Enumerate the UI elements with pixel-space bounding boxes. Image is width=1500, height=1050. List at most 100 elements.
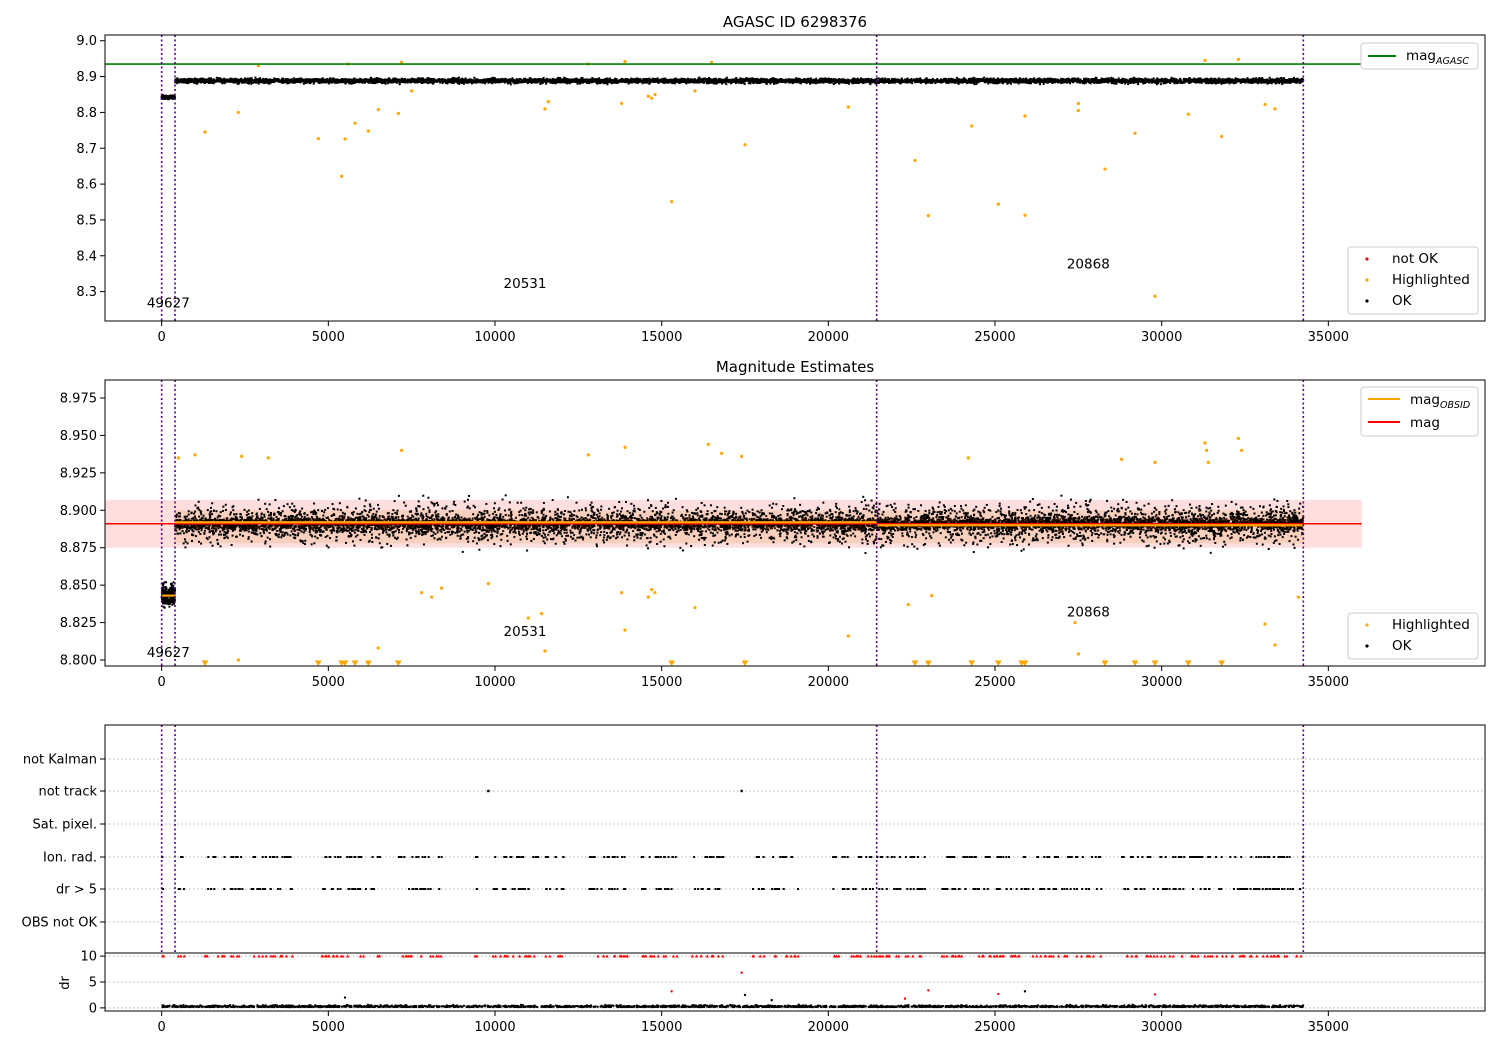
ok-point: [480, 79, 483, 82]
ok-point: [765, 82, 768, 85]
ok-point: [1020, 78, 1023, 81]
ok-point: [447, 78, 450, 81]
ok-point: [1022, 81, 1025, 84]
ok-point: [828, 81, 831, 84]
ok-point: [429, 77, 432, 80]
ok-point: [597, 77, 600, 80]
ok-point: [445, 81, 448, 84]
ok-point: [1217, 79, 1220, 82]
ok-point: [421, 81, 424, 84]
ok-point: [1070, 78, 1073, 81]
ok-point: [880, 77, 883, 80]
ok-point: [769, 82, 772, 85]
ok-point: [228, 80, 231, 83]
ok-point: [456, 82, 459, 85]
ok-point: [237, 81, 240, 84]
ok-point: [1166, 78, 1169, 81]
ok-point: [1093, 82, 1096, 85]
ok-point: [788, 81, 791, 84]
ok-point: [286, 77, 289, 80]
ok-point: [856, 77, 859, 80]
ok-point: [372, 78, 375, 81]
ok-point: [1287, 81, 1290, 84]
ok-point: [525, 79, 528, 82]
ok-point: [411, 77, 414, 80]
ok-point: [887, 78, 890, 81]
ok-point: [745, 79, 748, 82]
ok-point: [473, 76, 476, 79]
ok-point: [956, 80, 959, 83]
ok-point: [1002, 81, 1005, 84]
ok-point: [1062, 81, 1065, 84]
ok-point: [803, 78, 806, 81]
ok-point: [1054, 78, 1057, 81]
ok-point: [1176, 81, 1179, 84]
ok-point: [223, 82, 226, 85]
ok-point: [1157, 82, 1160, 85]
ok-point: [383, 80, 386, 83]
ok-point: [604, 81, 607, 84]
ok-point: [450, 80, 453, 83]
ok-point: [458, 81, 461, 84]
ok-point: [1254, 81, 1257, 84]
ok-point: [989, 77, 992, 80]
ok-point: [367, 80, 370, 83]
ok-point: [1280, 76, 1283, 79]
ok-point: [555, 81, 558, 84]
ok-point: [1093, 78, 1096, 81]
ok-point: [1189, 81, 1192, 84]
ok-point: [795, 81, 798, 84]
ok-point: [457, 80, 460, 83]
ok-point: [1210, 77, 1213, 80]
ok-point: [394, 78, 397, 81]
ok-point: [376, 81, 379, 84]
ok-point: [758, 79, 761, 82]
ok-point: [218, 78, 221, 81]
ok-point: [863, 79, 866, 82]
ok-point: [433, 81, 436, 84]
ok-point: [1295, 81, 1298, 84]
ok-point: [547, 78, 550, 81]
ok-point: [1129, 78, 1132, 81]
ok-point: [399, 79, 402, 82]
ok-point: [722, 81, 725, 84]
ok-point: [1014, 79, 1017, 82]
ok-point: [512, 81, 515, 84]
ok-point: [969, 77, 972, 80]
ok-point: [177, 78, 180, 81]
ok-point: [968, 78, 971, 81]
ok-point: [420, 78, 423, 81]
ok-point: [251, 81, 254, 84]
ok-point: [700, 81, 703, 84]
ok-point: [293, 80, 296, 83]
ok-point: [269, 79, 272, 82]
ok-point: [207, 79, 210, 82]
ok-point: [1042, 79, 1045, 82]
ok-point: [196, 82, 199, 85]
ok-point: [774, 78, 777, 81]
ok-point: [609, 78, 612, 81]
ok-point: [344, 82, 347, 85]
ok-point: [805, 81, 808, 84]
ok-point: [1151, 79, 1154, 82]
ok-point: [275, 79, 278, 82]
ok-point: [325, 81, 328, 84]
ok-point: [445, 79, 448, 82]
ok-point: [431, 81, 434, 84]
ok-point: [769, 78, 772, 81]
ok-point: [530, 82, 533, 85]
ok-point: [492, 76, 495, 79]
ok-point: [243, 80, 246, 83]
ok-point: [526, 82, 529, 85]
ok-point: [981, 77, 984, 80]
ok-point: [570, 80, 573, 83]
ok-point: [586, 78, 589, 81]
ok-point: [948, 81, 951, 84]
ok-point: [394, 81, 397, 84]
ok-point: [1025, 78, 1028, 81]
ok-point: [341, 81, 344, 84]
ok-point: [574, 80, 577, 83]
ok-point: [348, 82, 351, 85]
ok-point: [586, 81, 589, 84]
ok-point: [550, 81, 553, 84]
